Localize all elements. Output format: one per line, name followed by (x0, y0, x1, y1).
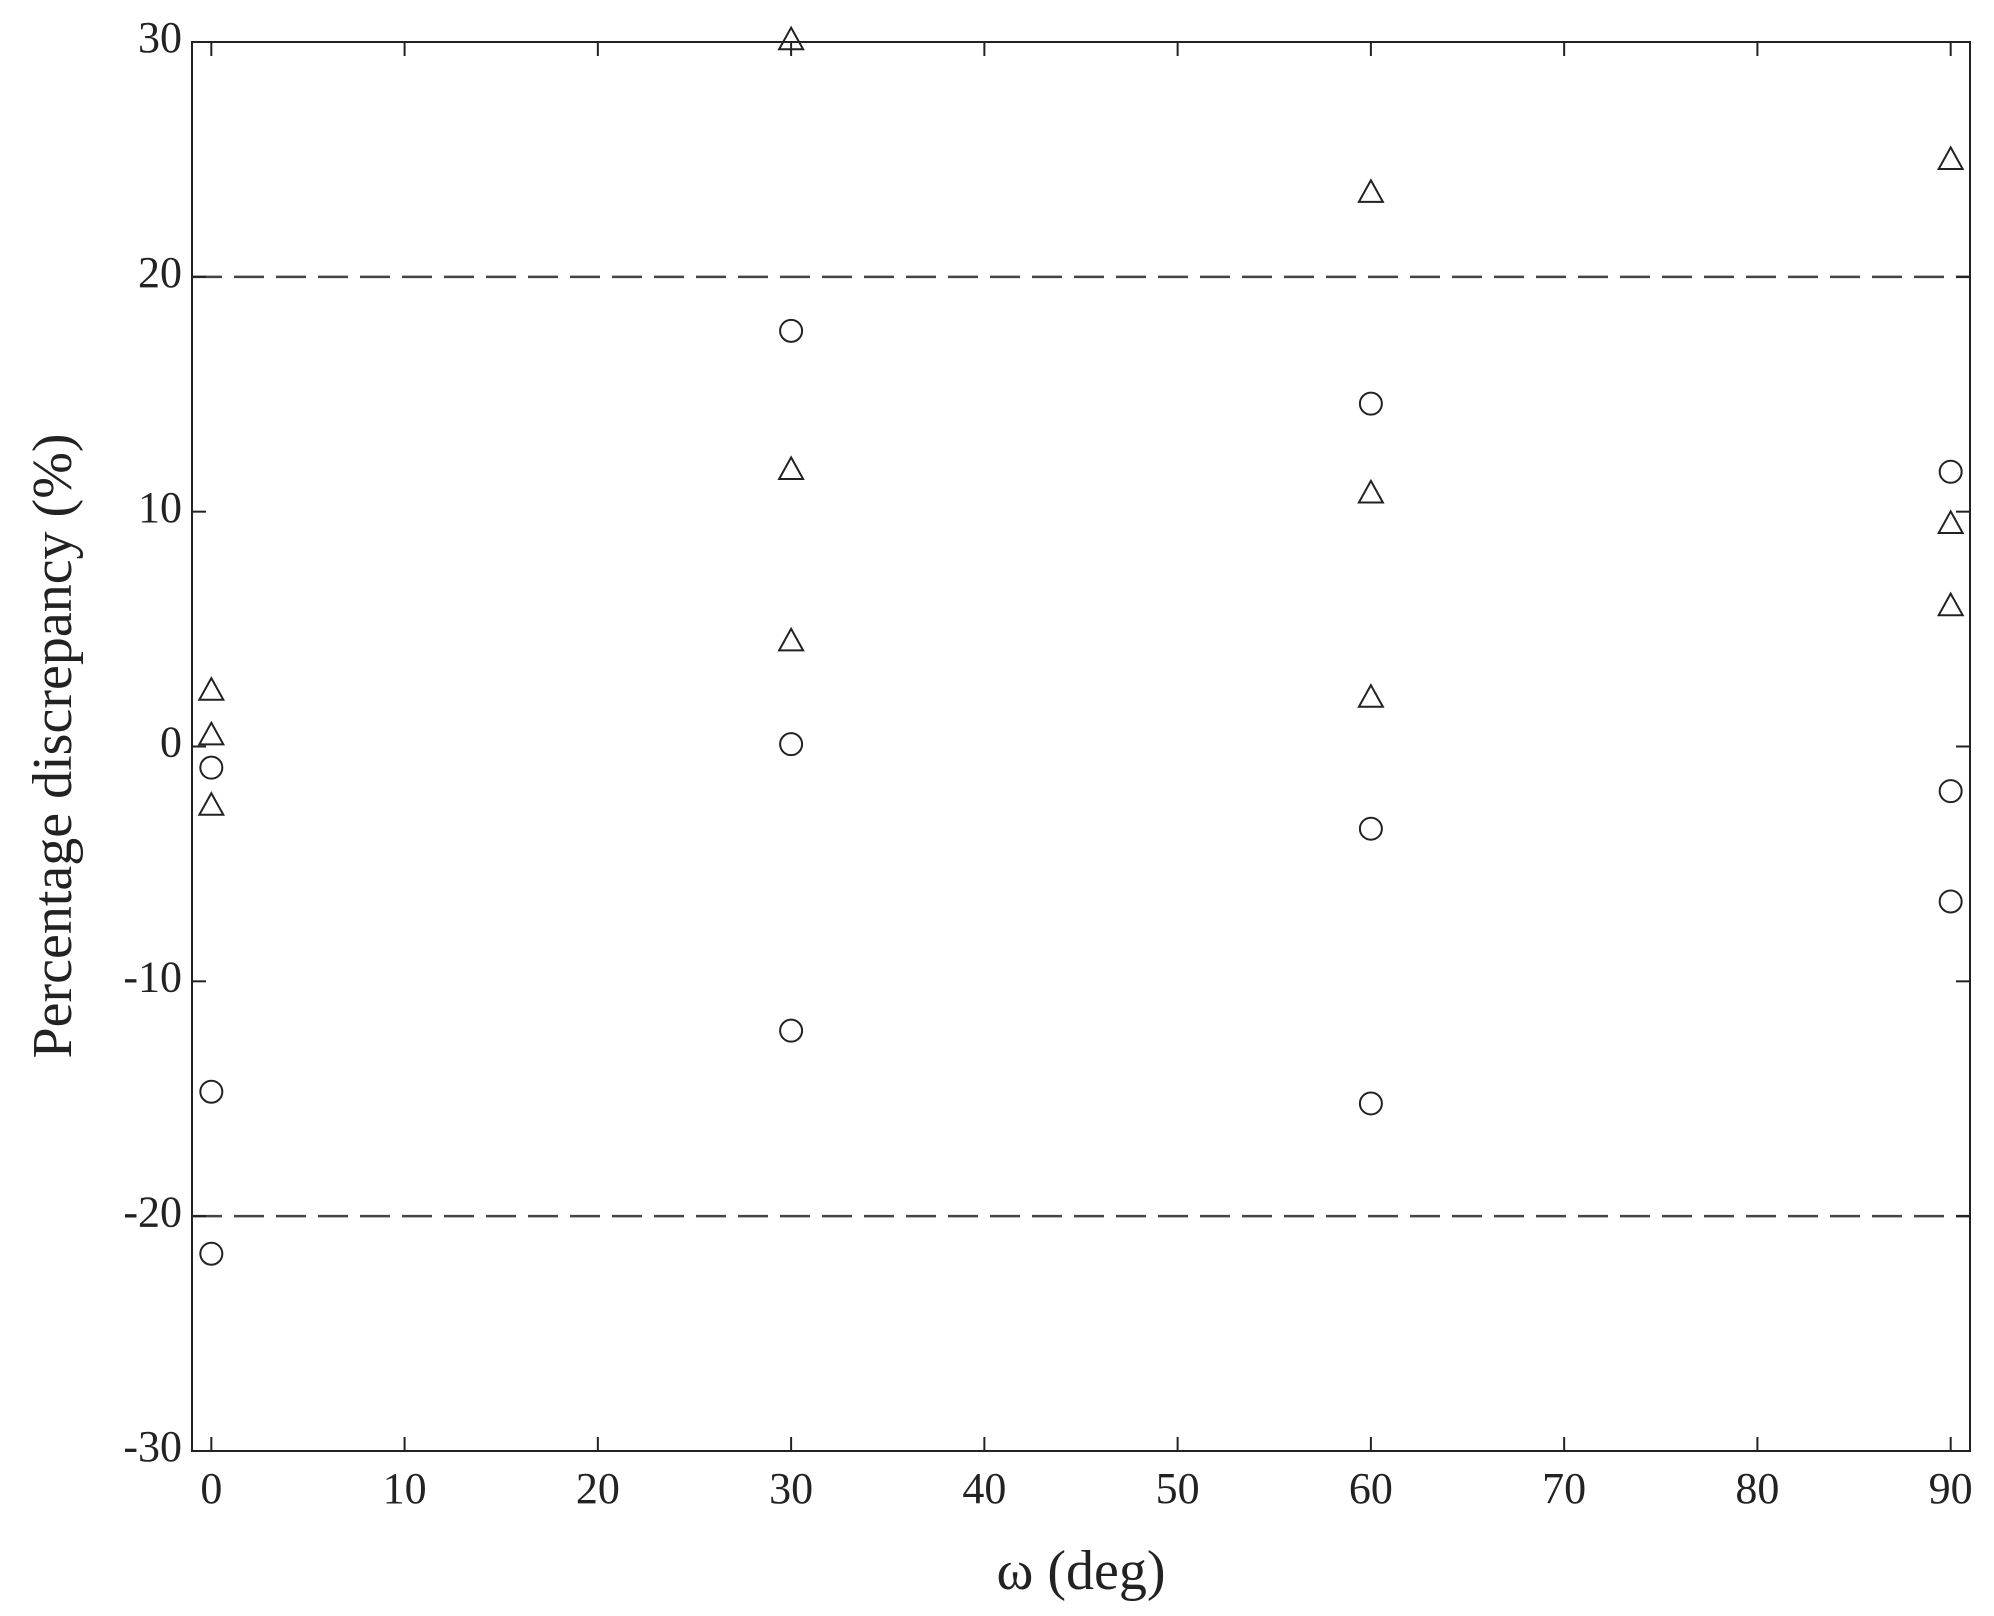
triangle-point (197, 791, 226, 816)
triangle-point (1357, 178, 1385, 203)
circle-point (1358, 816, 1383, 841)
triangle-point (197, 720, 226, 746)
y-tick-label: 10 (138, 483, 182, 532)
circle-point (779, 732, 804, 757)
triangle-point (1357, 683, 1385, 708)
y-tick-label: 0 (160, 718, 182, 767)
triangle-point (777, 25, 805, 51)
x-tick-label: 50 (1156, 1464, 1200, 1513)
x-tick-label: 0 (200, 1464, 222, 1513)
y-tick-label: -30 (123, 1422, 182, 1471)
plot-frame (191, 41, 1971, 1452)
circle-point (1938, 459, 1963, 484)
x-axis-label: ω (deg) (996, 1540, 1165, 1602)
y-tick-label: 30 (138, 13, 182, 62)
x-tick-label: 70 (1542, 1464, 1586, 1513)
circle-point (199, 755, 224, 780)
circle-point (1358, 1091, 1383, 1116)
triangle-point (1357, 478, 1385, 504)
triangle-point (197, 676, 226, 701)
triangle-point (1936, 509, 1965, 535)
x-tick-label: 20 (576, 1464, 620, 1513)
x-tick-label: 90 (1929, 1464, 1973, 1513)
triangle-point (777, 455, 805, 480)
circle-point (779, 1018, 804, 1043)
circle-point (779, 318, 804, 343)
y-tick-label: -20 (123, 1187, 182, 1236)
x-tick-label: 60 (1349, 1464, 1393, 1513)
x-tick-label: 10 (383, 1464, 427, 1513)
y-tick-label: 20 (138, 248, 182, 297)
circle-point (199, 1241, 224, 1266)
x-tick-label: 40 (962, 1464, 1006, 1513)
circle-point (1358, 391, 1383, 416)
x-tick-label: 30 (769, 1464, 813, 1513)
circle-point (1938, 779, 1963, 804)
circle-point (1938, 889, 1963, 914)
circle-point (199, 1079, 224, 1104)
triangle-point (777, 626, 805, 652)
x-tick-label: 80 (1735, 1464, 1779, 1513)
triangle-point (1936, 145, 1965, 171)
y-axis-label: Percentage discrepancy (%) (22, 434, 84, 1059)
y-tick-label: -10 (123, 952, 182, 1001)
triangle-point (1936, 591, 1965, 617)
